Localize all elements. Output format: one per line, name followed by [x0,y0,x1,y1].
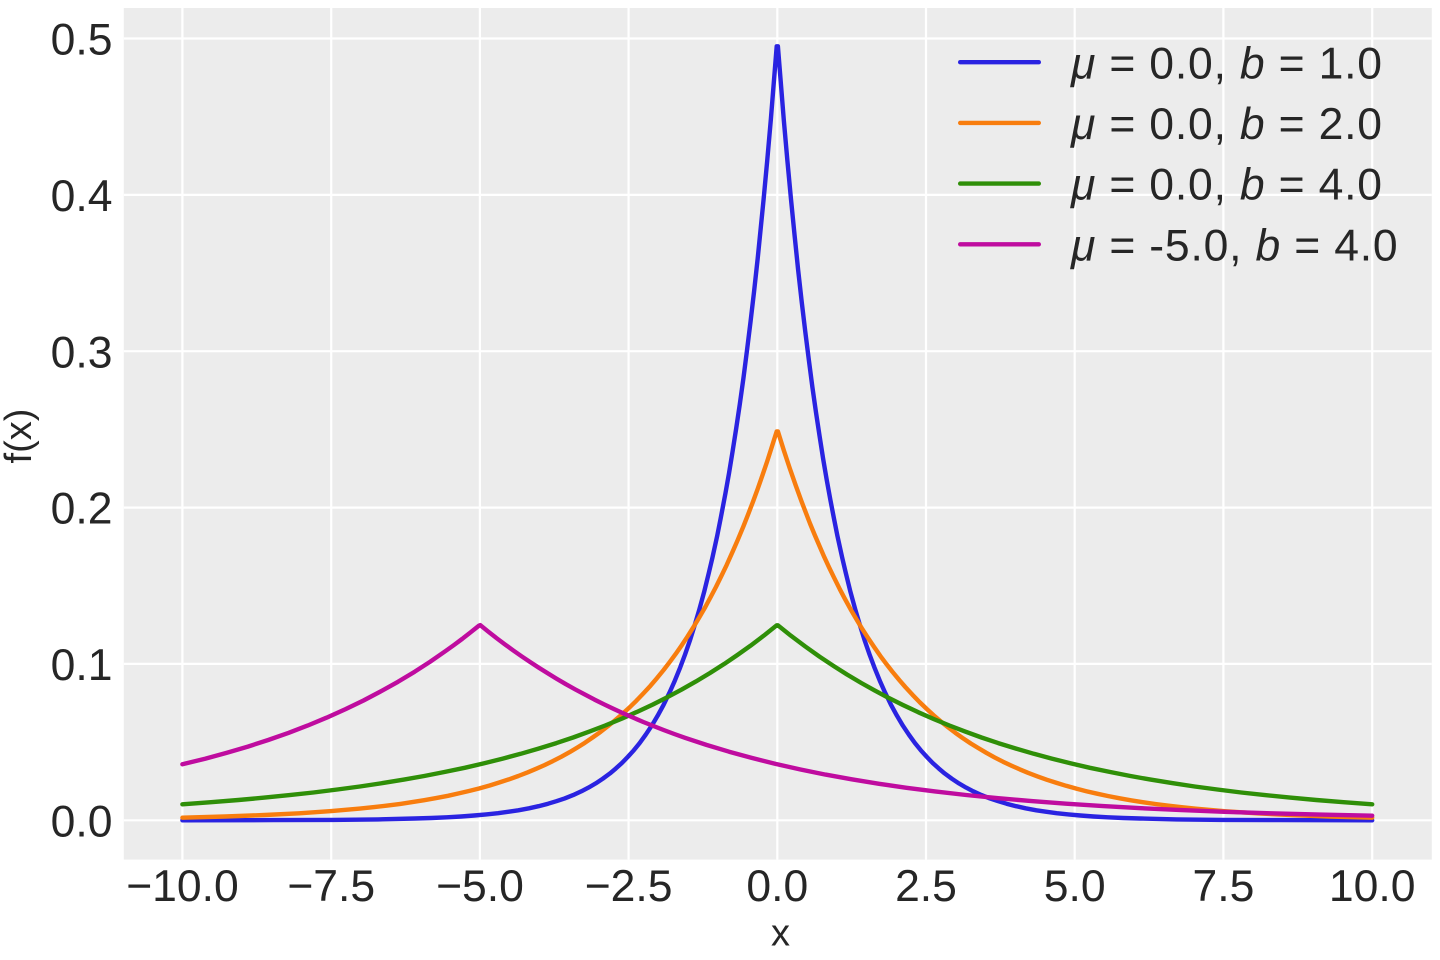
svg-text:0.2: 0.2 [51,485,113,534]
svg-text:0.0: 0.0 [746,862,808,911]
svg-text:7.5: 7.5 [1192,862,1254,911]
svg-text:x: x [771,913,790,955]
svg-text:μ = -5.0, b = 4.0: μ = -5.0, b = 4.0 [1070,221,1398,270]
svg-text:−7.5: −7.5 [287,862,375,911]
svg-text:f(x): f(x) [0,409,40,464]
svg-text:μ = 0.0, b = 1.0: μ = 0.0, b = 1.0 [1070,39,1383,88]
svg-text:μ = 0.0, b = 2.0: μ = 0.0, b = 2.0 [1070,100,1383,149]
svg-text:5.0: 5.0 [1044,862,1106,911]
svg-text:2.5: 2.5 [895,862,957,911]
svg-text:0.4: 0.4 [51,172,113,221]
svg-text:−10.0: −10.0 [126,862,239,911]
svg-text:0.0: 0.0 [51,797,113,846]
svg-text:10.0: 10.0 [1329,862,1416,911]
svg-text:−5.0: −5.0 [436,862,524,911]
svg-text:μ = 0.0, b = 4.0: μ = 0.0, b = 4.0 [1070,161,1383,210]
svg-text:0.5: 0.5 [51,16,113,65]
svg-text:−2.5: −2.5 [585,862,673,911]
svg-text:0.1: 0.1 [51,641,113,690]
svg-text:0.3: 0.3 [51,328,113,377]
